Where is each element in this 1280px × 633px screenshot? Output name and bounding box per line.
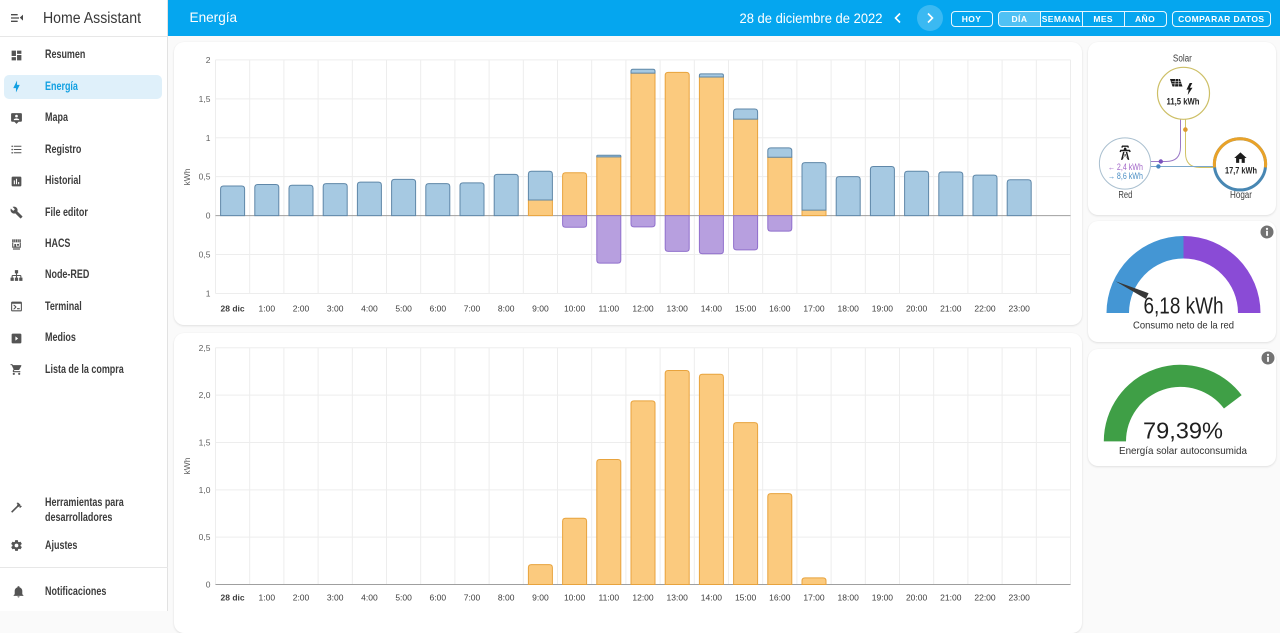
svg-text:17,7 kWh: 17,7 kWh (1225, 166, 1257, 177)
svg-text:2:00: 2:00 (293, 592, 310, 602)
svg-text:16:00: 16:00 (769, 592, 791, 602)
svg-text:6:00: 6:00 (430, 592, 447, 602)
svg-text:0: 0 (206, 580, 211, 590)
svg-text:1: 1 (206, 288, 211, 298)
svg-text:Consumo neto de la red: Consumo neto de la red (1133, 319, 1234, 331)
svg-text:15:00: 15:00 (735, 592, 757, 602)
svg-text:3:00: 3:00 (327, 592, 344, 602)
svg-text:28 dic: 28 dic (221, 303, 245, 313)
svg-text:12:00: 12:00 (632, 303, 654, 313)
svg-text:28 dic: 28 dic (221, 592, 245, 602)
svg-text:0,5: 0,5 (199, 532, 211, 542)
svg-text:2,5: 2,5 (199, 343, 211, 353)
svg-text:kWh: kWh (182, 168, 192, 185)
svg-text:10:00: 10:00 (564, 303, 586, 313)
svg-text:7:00: 7:00 (464, 303, 481, 313)
svg-text:8:00: 8:00 (498, 303, 515, 313)
svg-text:23:00: 23:00 (1009, 303, 1031, 313)
svg-text:21:00: 21:00 (940, 592, 962, 602)
svg-text:2: 2 (206, 55, 211, 65)
svg-text:12:00: 12:00 (632, 592, 654, 602)
svg-text:2,0: 2,0 (199, 390, 211, 400)
svg-text:0: 0 (206, 211, 211, 221)
svg-text:6:00: 6:00 (430, 303, 447, 313)
svg-text:5:00: 5:00 (395, 592, 412, 602)
svg-text:0,5: 0,5 (199, 250, 211, 260)
svg-text:Hogar: Hogar (1230, 190, 1253, 201)
svg-text:28 de diciembre de 2022: 28 de diciembre de 2022 (740, 11, 883, 26)
svg-text:15:00: 15:00 (735, 303, 757, 313)
svg-text:22:00: 22:00 (974, 303, 996, 313)
svg-text:19:00: 19:00 (872, 592, 894, 602)
svg-text:2:00: 2:00 (293, 303, 310, 313)
svg-text:8:00: 8:00 (498, 592, 515, 602)
svg-text:20:00: 20:00 (906, 592, 928, 602)
svg-text:18:00: 18:00 (838, 592, 860, 602)
svg-text:22:00: 22:00 (974, 592, 996, 602)
svg-text:1: 1 (206, 133, 211, 143)
svg-text:14:00: 14:00 (701, 592, 723, 602)
svg-text:23:00: 23:00 (1009, 592, 1031, 602)
svg-text:9:00: 9:00 (532, 303, 549, 313)
svg-text:10:00: 10:00 (564, 592, 586, 602)
svg-text:13:00: 13:00 (667, 592, 689, 602)
svg-text:1:00: 1:00 (259, 592, 276, 602)
svg-text:21:00: 21:00 (940, 303, 962, 313)
svg-text:11,5 kWh: 11,5 kWh (1167, 97, 1200, 108)
svg-text:7:00: 7:00 (464, 592, 481, 602)
svg-text:1,5: 1,5 (199, 94, 211, 104)
svg-text:Solar: Solar (1173, 54, 1193, 65)
svg-text:11:00: 11:00 (598, 303, 619, 313)
svg-text:16:00: 16:00 (769, 303, 791, 313)
svg-text:14:00: 14:00 (701, 303, 723, 313)
svg-text:9:00: 9:00 (532, 592, 549, 602)
svg-text:18:00: 18:00 (838, 303, 860, 313)
svg-text:6,18 kWh: 6,18 kWh (1144, 292, 1224, 318)
svg-text:79,39%: 79,39% (1143, 417, 1223, 443)
svg-text:11:00: 11:00 (598, 592, 619, 602)
svg-text:3:00: 3:00 (327, 303, 344, 313)
svg-text:5:00: 5:00 (395, 303, 412, 313)
svg-text:17:00: 17:00 (803, 592, 825, 602)
svg-text:4:00: 4:00 (361, 303, 378, 313)
svg-text:0,5: 0,5 (199, 172, 211, 182)
svg-text:Red: Red (1118, 190, 1132, 201)
svg-text:1:00: 1:00 (259, 303, 276, 313)
svg-text:1,0: 1,0 (199, 485, 211, 495)
svg-text:→ 8,6 kWh: → 8,6 kWh (1108, 171, 1143, 181)
svg-text:1,5: 1,5 (199, 437, 211, 447)
svg-text:Energía solar autoconsumida: Energía solar autoconsumida (1119, 445, 1247, 457)
svg-text:20:00: 20:00 (906, 303, 928, 313)
svg-text:17:00: 17:00 (803, 303, 825, 313)
svg-text:kWh: kWh (182, 457, 192, 474)
svg-text:13:00: 13:00 (667, 303, 689, 313)
svg-text:← 2,4 kWh: ← 2,4 kWh (1108, 162, 1143, 172)
svg-text:4:00: 4:00 (361, 592, 378, 602)
svg-text:19:00: 19:00 (872, 303, 894, 313)
